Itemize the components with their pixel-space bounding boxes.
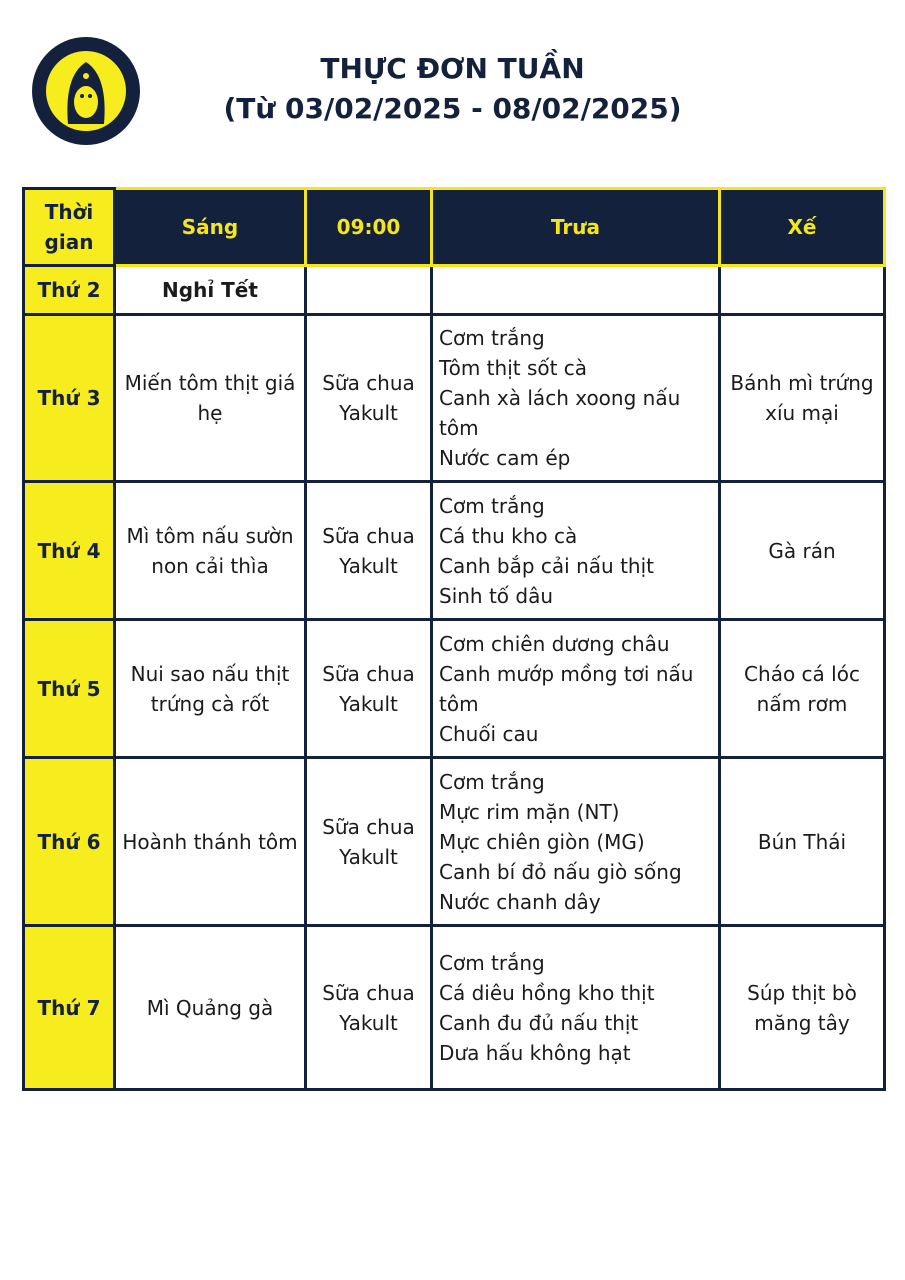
table-row: Thứ 2 Nghỉ Tết xyxy=(22,264,886,316)
afternoon-cell xyxy=(718,264,886,316)
lunch-item: Nước chanh dây xyxy=(439,889,601,914)
weekly-menu-table: Thời gian Sáng 09:00 Trưa Xế Thứ 2 Nghỉ T… xyxy=(22,187,886,1091)
afternoon-cell: Bún Thái xyxy=(718,756,886,927)
date-range: (Từ 03/02/2025 - 08/02/2025) xyxy=(223,92,682,125)
lunch-item: Cơm chiên dương châu xyxy=(439,631,670,656)
col-header-morning: Sáng xyxy=(113,187,307,267)
lunch-item: Mực rim mặn (NT) xyxy=(439,799,620,824)
lunch-item: Cơm trắng xyxy=(439,950,545,975)
day-cell: Thứ 6 xyxy=(22,756,116,927)
lunch-item: Dưa hấu không hạt xyxy=(439,1040,631,1065)
lunch-cell: Cơm chiên dương châu Canh mướp mồng tơi n… xyxy=(430,618,721,759)
lunch-cell: Cơm trắng Cá diêu hồng kho thịt Canh đu đủ… xyxy=(430,924,721,1091)
lunch-cell: Cơm trắng Cá thu kho cà Canh bắp cải nấu t… xyxy=(430,480,721,621)
snack-cell xyxy=(304,264,433,316)
afternoon-cell: Bánh mì trứng xíu mại xyxy=(718,313,886,483)
penguin-academy-logo xyxy=(32,37,140,145)
col-header-afternoon: Xế xyxy=(718,187,886,267)
morning-cell: Nghỉ Tết xyxy=(113,264,307,316)
afternoon-cell: Gà rán xyxy=(718,480,886,621)
snack-cell: Sữa chua Yakult xyxy=(304,618,433,759)
lunch-item: Cơm trắng xyxy=(439,769,545,794)
lunch-item: Canh đu đủ nấu thịt xyxy=(439,1010,639,1035)
table-row: Thứ 4 Mì tôm nấu sườn non cải thìa Sữa chu… xyxy=(22,480,886,621)
day-cell: Thứ 2 xyxy=(22,264,116,316)
snack-cell: Sữa chua Yakult xyxy=(304,313,433,483)
table-row: Thứ 3 Miến tôm thịt giá hẹ Sữa chua Yakult… xyxy=(22,313,886,483)
table-row: Thứ 6 Hoành thánh tôm Sữa chua Yakult Cơm t… xyxy=(22,756,886,927)
day-cell: Thứ 3 xyxy=(22,313,116,483)
afternoon-cell: Súp thịt bò măng tây xyxy=(718,924,886,1091)
col-header-time: Thời gian xyxy=(22,187,116,267)
morning-cell: Hoành thánh tôm xyxy=(113,756,307,927)
lunch-cell: Cơm trắng Mực rim mặn (NT) Mực chiên giòn … xyxy=(430,756,721,927)
morning-cell: Mì tôm nấu sườn non cải thìa xyxy=(113,480,307,621)
day-cell: Thứ 4 xyxy=(22,480,116,621)
table-row: Thứ 5 Nui sao nấu thịt trứng cà rốt Sữa ch… xyxy=(22,618,886,759)
morning-cell: Miến tôm thịt giá hẹ xyxy=(113,313,307,483)
header-row: Thời gian Sáng 09:00 Trưa Xế xyxy=(22,187,886,267)
lunch-item: Canh bí đỏ nấu giò sống xyxy=(439,859,682,884)
afternoon-cell: Cháo cá lóc nấm rơm xyxy=(718,618,886,759)
snack-cell: Sữa chua Yakult xyxy=(304,480,433,621)
morning-cell: Nui sao nấu thịt trứng cà rốt xyxy=(113,618,307,759)
lunch-item: Cơm trắng xyxy=(439,326,545,350)
lunch-item: Mực chiên giòn (MG) xyxy=(439,829,645,854)
lunch-cell: Cơm trắng Tôm thịt sốt cà Canh xà lách xoo… xyxy=(430,313,721,483)
col-header-snack: 09:00 xyxy=(304,187,433,267)
lunch-item: Sinh tố dâu xyxy=(439,583,554,608)
day-cell: Thứ 7 xyxy=(22,924,116,1091)
snack-cell: Sữa chua Yakult xyxy=(304,924,433,1091)
table-row: Thứ 7 Mì Quảng gà Sữa chua Yakult Cơm trắng… xyxy=(22,924,886,1091)
morning-cell: Mì Quảng gà xyxy=(113,924,307,1091)
lunch-cell xyxy=(430,264,721,316)
lunch-item: Canh mướp mồng tơi nấu tôm xyxy=(439,661,694,716)
lunch-item: Cơm trắng xyxy=(439,493,545,518)
lunch-item: Canh xà lách xoong nấu tôm xyxy=(439,386,681,440)
day-cell: Thứ 5 xyxy=(22,618,116,759)
snack-cell: Sữa chua Yakult xyxy=(304,756,433,927)
lunch-item: Chuối cau xyxy=(439,721,539,746)
col-header-lunch: Trưa xyxy=(430,187,721,267)
lunch-item: Nước cam ép xyxy=(439,446,571,470)
lunch-item: Canh bắp cải nấu thịt xyxy=(439,553,654,578)
page-title: THỰC ĐƠN TUẦN xyxy=(320,52,585,85)
lunch-item: Cá diêu hồng kho thịt xyxy=(439,980,655,1005)
lunch-item: Tôm thịt sốt cà xyxy=(439,356,588,380)
lunch-item: Cá thu kho cà xyxy=(439,523,578,548)
